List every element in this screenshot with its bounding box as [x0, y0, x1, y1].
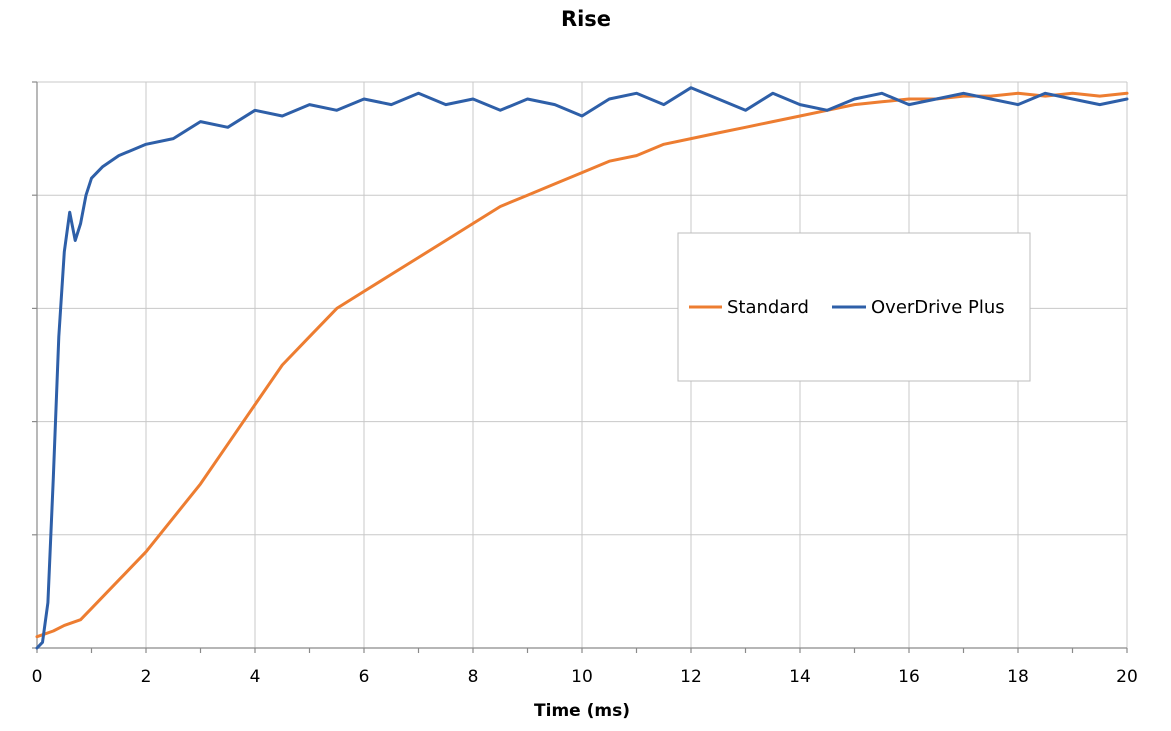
- chart-title: Rise: [561, 7, 611, 31]
- x-tick-label: 18: [1007, 667, 1029, 687]
- legend-label-overdrive-plus: OverDrive Plus: [871, 297, 1005, 318]
- x-tick-label: 16: [898, 667, 920, 687]
- legend: Standard OverDrive Plus: [678, 233, 1030, 381]
- x-tick-label: 6: [359, 667, 370, 687]
- x-tick-label: 14: [789, 667, 811, 687]
- x-tick-label: 12: [680, 667, 702, 687]
- x-tick-label: 8: [468, 667, 479, 687]
- x-tick-label: 10: [571, 667, 593, 687]
- legend-label-standard: Standard: [727, 297, 809, 318]
- x-axis-label: Time (ms): [534, 701, 630, 721]
- x-tick-label: 0: [32, 667, 43, 687]
- x-tick-label: 4: [250, 667, 261, 687]
- x-tick-labels: 0 2 4 6 8 10 12 14 16 18 20: [32, 667, 1138, 687]
- x-tick-label: 2: [141, 667, 152, 687]
- x-tick-label: 20: [1116, 667, 1138, 687]
